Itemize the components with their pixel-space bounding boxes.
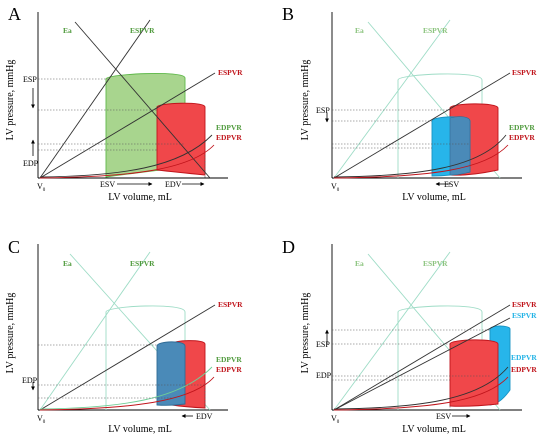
label-espvr-red: ESPVR xyxy=(512,300,537,309)
label-esv: ESV xyxy=(444,180,459,189)
y-axis-title: LV pressure, mmHg xyxy=(5,293,16,374)
label-ea: Ea xyxy=(355,26,364,35)
label-espvr-red: ESPVR xyxy=(218,68,243,77)
label-edpvr-red: EDPVR xyxy=(509,133,535,142)
label-esv: ESV xyxy=(100,180,115,189)
label-edpvr-red: EDPVR xyxy=(511,365,537,374)
label-espvr-green: ESPVR xyxy=(423,259,448,268)
y-axis-title: LV pressure, mmHg xyxy=(300,60,311,141)
label-edv: EDV xyxy=(196,412,213,421)
x-axis-title: LV volume, mL xyxy=(108,424,172,435)
label-edpvr-blue: EDPVR xyxy=(511,353,537,362)
panel-letter: B xyxy=(282,4,294,24)
x-axis-title: LV volume, mL xyxy=(108,192,172,203)
x-axis-title: LV volume, mL xyxy=(402,192,466,203)
label-espvr-green: ESPVR xyxy=(423,26,448,35)
panel-letter: D xyxy=(282,237,295,257)
label-esv: ESV xyxy=(436,412,451,421)
panel-letter: C xyxy=(8,237,20,257)
label-edpvr-red: EDPVR xyxy=(216,365,242,374)
panel-letter: A xyxy=(8,4,21,24)
y-axis-title: LV pressure, mmHg xyxy=(300,293,311,374)
x-axis-title: LV volume, mL xyxy=(402,424,466,435)
label-ea: Ea xyxy=(63,26,72,35)
label-edpvr-red: EDPVR xyxy=(216,133,242,142)
label-edv: EDV xyxy=(165,180,182,189)
label-esp: ESP xyxy=(316,106,330,115)
label-espvr-blue: ESPVR xyxy=(512,311,537,320)
label-edp: EDP xyxy=(316,371,332,380)
edpvr-red-curve xyxy=(39,144,215,179)
label-espvr-green: ESPVR xyxy=(130,26,155,35)
label-espvr-green: ESPVR xyxy=(130,259,155,268)
espvr-green-line xyxy=(39,19,151,179)
label-espvr-red: ESPVR xyxy=(218,300,243,309)
label-edp: EDP xyxy=(22,376,38,385)
label-v0: V0 xyxy=(37,182,46,193)
label-ea: Ea xyxy=(355,259,364,268)
label-v0: V0 xyxy=(331,414,340,425)
label-espvr-red: ESPVR xyxy=(512,68,537,77)
label-edpvr-green: EDPVR xyxy=(509,123,535,132)
label-v0: V0 xyxy=(37,414,46,425)
panel-c: C LV pressure, mmHg LV volume, mL Ea ESP… xyxy=(5,237,243,435)
panel-b: B LV pressure, mmHg LV volume, mL Ea ESP… xyxy=(282,4,537,203)
ea-line xyxy=(74,21,211,179)
y-axis-title: LV pressure, mmHg xyxy=(5,60,16,141)
label-edp: EDP xyxy=(23,159,39,168)
label-esp: ESP xyxy=(23,75,37,84)
altered-pv-loop xyxy=(156,102,206,176)
label-ea: Ea xyxy=(63,259,72,268)
panel-a: A LV pressure, mmHg LV volume, mL Ea ESP… xyxy=(5,4,243,203)
panel-d: D LV pressure, mmHg LV volume, mL Ea ESP… xyxy=(282,237,537,435)
label-edpvr-green: EDPVR xyxy=(216,355,242,364)
label-edpvr-green: EDPVR xyxy=(216,123,242,132)
label-v0: V0 xyxy=(331,182,340,193)
edpvr-green-curve xyxy=(39,134,213,178)
label-esp: ESP xyxy=(316,340,330,349)
espvr-red-line xyxy=(39,72,216,179)
